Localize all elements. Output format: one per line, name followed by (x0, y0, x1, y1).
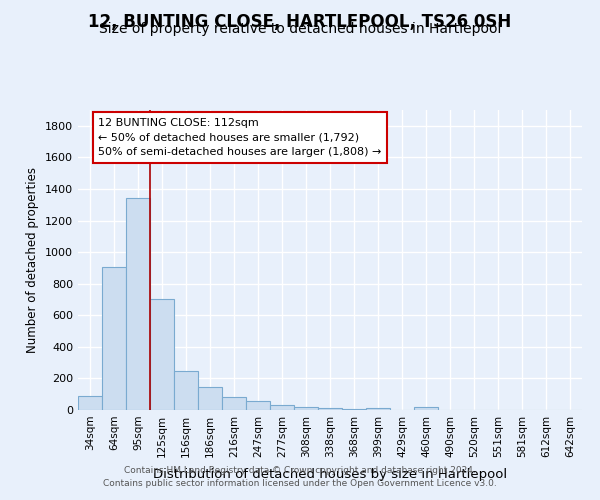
Text: Contains HM Land Registry data © Crown copyright and database right 2024.
Contai: Contains HM Land Registry data © Crown c… (103, 466, 497, 487)
Bar (342, 408, 366, 410)
Bar (294, 407, 318, 410)
Bar (318, 408, 342, 410)
Bar (102, 267, 126, 410)
Bar (198, 386, 222, 410)
Bar (414, 407, 438, 410)
Bar (78, 396, 102, 410)
Bar (270, 406, 294, 410)
X-axis label: Distribution of detached houses by size in Hartlepool: Distribution of detached houses by size … (153, 468, 507, 481)
Bar (222, 397, 246, 410)
Bar (366, 408, 390, 410)
Text: Size of property relative to detached houses in Hartlepool: Size of property relative to detached ho… (99, 22, 501, 36)
Bar (174, 371, 198, 410)
Text: 12, BUNTING CLOSE, HARTLEPOOL, TS26 0SH: 12, BUNTING CLOSE, HARTLEPOOL, TS26 0SH (88, 12, 512, 30)
Text: 12 BUNTING CLOSE: 112sqm
← 50% of detached houses are smaller (1,792)
50% of sem: 12 BUNTING CLOSE: 112sqm ← 50% of detach… (98, 118, 382, 157)
Bar (246, 402, 270, 410)
Y-axis label: Number of detached properties: Number of detached properties (26, 167, 40, 353)
Bar (150, 298, 174, 410)
Bar (126, 198, 150, 410)
